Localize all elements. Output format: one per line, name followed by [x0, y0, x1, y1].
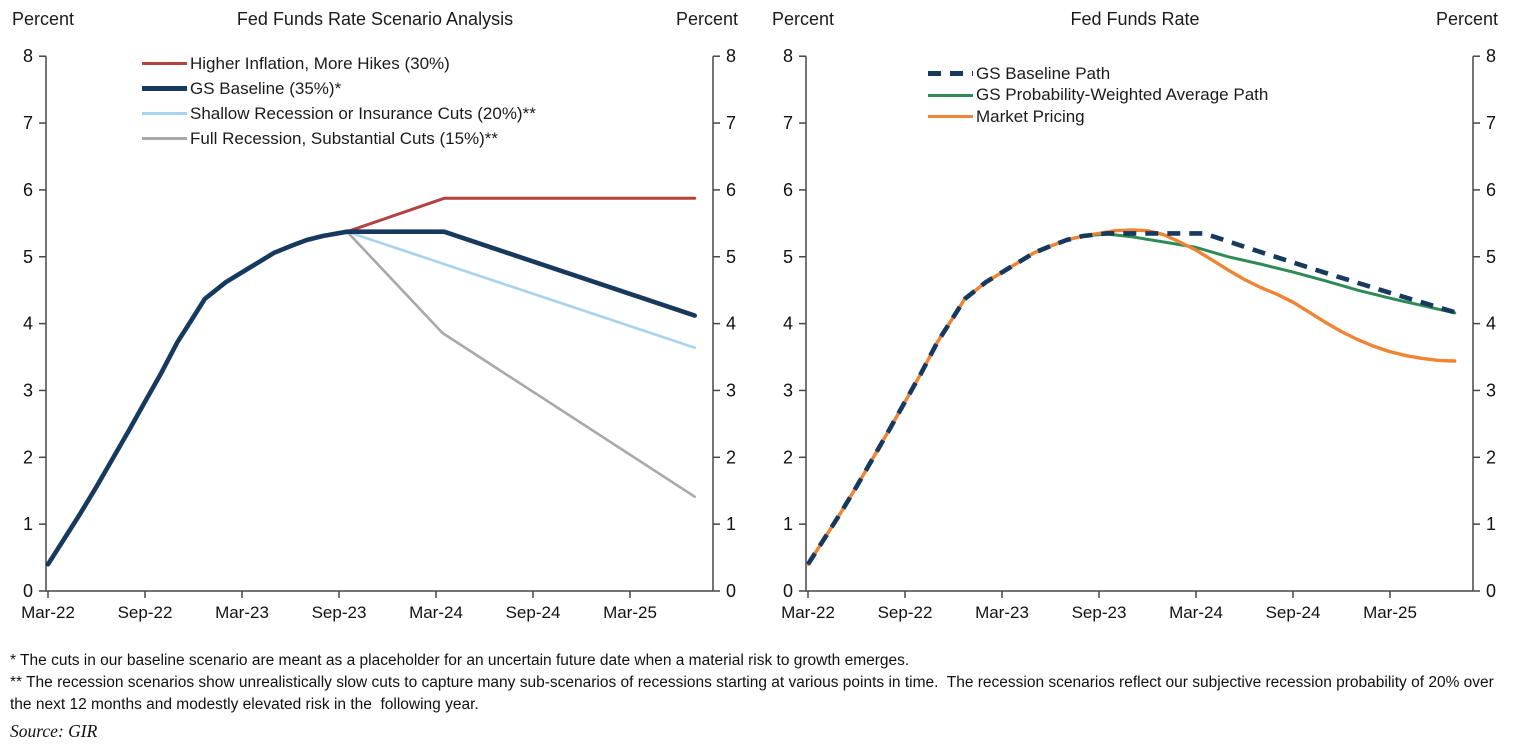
legend-item: Full Recession, Substantial Cuts (15%)**	[142, 126, 536, 151]
legend-label: Full Recession, Substantial Cuts (15%)**	[190, 128, 499, 148]
y-axis-unit-right: Percent	[675, 9, 738, 29]
y-axis-unit-right: Percent	[1435, 9, 1498, 29]
legend-label: GS Probability-Weighted Average Path	[976, 85, 1269, 105]
legend-line-swatch	[928, 115, 973, 119]
y-tick-label: 2	[783, 447, 793, 467]
x-tick-label: Mar-25	[1363, 603, 1417, 622]
y-tick-label: 2	[1486, 447, 1496, 467]
x-tick-label: Sep-23	[1072, 603, 1127, 622]
y-tick-label: 5	[23, 247, 33, 267]
legend-label: Market Pricing	[976, 106, 1085, 126]
y-tick-label: 7	[726, 113, 736, 133]
y-tick-label: 4	[726, 314, 736, 334]
legend-fed-funds-rate: GS Baseline Path GS Probability-Weighted …	[928, 63, 1268, 128]
y-tick-label: 1	[783, 514, 793, 534]
x-tick-label: Mar-22	[21, 603, 75, 622]
legend-item: Market Pricing	[928, 106, 1268, 128]
chart-title: Fed Funds Rate Scenario Analysis	[236, 9, 514, 29]
y-tick-label: 5	[726, 247, 736, 267]
footnote-baseline: * The cuts in our baseline scenario are …	[10, 652, 910, 669]
legend-label: Higher Inflation, More Hikes (30%)	[190, 53, 450, 73]
chart-title: Fed Funds Rate	[1070, 9, 1200, 29]
y-tick-label: 6	[726, 180, 736, 200]
y-tick-label: 4	[783, 314, 793, 334]
legend-line-swatch	[928, 93, 973, 97]
legend-item: GS Baseline Path	[928, 63, 1268, 85]
y-tick-label: 8	[783, 46, 793, 66]
series-line	[45, 229, 698, 567]
legend-label: Shallow Recession or Insurance Cuts (20%…	[190, 103, 536, 123]
chart-panel-scenario-analysis: Percent Fed Funds Rate Scenario Analysis…	[0, 0, 762, 645]
y-tick-label: 7	[783, 113, 793, 133]
legend-line-swatch	[142, 112, 187, 115]
chart-header: Percent Fed Funds Rate Percent	[772, 9, 1498, 30]
legend-label: GS Baseline (35%)*	[190, 78, 342, 98]
x-tick-label: Mar-23	[215, 603, 269, 622]
legend-label: GS Baseline Path	[976, 63, 1111, 83]
y-axis-unit-left: Percent	[772, 9, 835, 29]
x-tick-label: Sep-22	[118, 603, 173, 622]
y-tick-label: 7	[1486, 113, 1496, 133]
chart-header: Percent Fed Funds Rate Scenario Analysis…	[12, 9, 738, 30]
x-tick-label: Sep-22	[878, 603, 933, 622]
y-tick-label: 5	[1486, 247, 1496, 267]
footnote-recession: ** The recession scenarios show unrealis…	[10, 674, 1499, 713]
series-line	[806, 228, 1457, 566]
series-line	[345, 230, 697, 350]
legend-item: Higher Inflation, More Hikes (30%)	[142, 51, 536, 76]
legend-line-swatch	[142, 86, 187, 91]
legend-scenario-analysis: Higher Inflation, More Hikes (30%) GS Bas…	[142, 51, 536, 151]
y-tick-label: 2	[23, 447, 33, 467]
x-tick-label: Sep-24	[506, 603, 561, 622]
x-tick-label: Mar-22	[781, 603, 835, 622]
footnotes-block: * The cuts in our baseline scenario are …	[10, 650, 1514, 744]
y-tick-label: 1	[726, 514, 736, 534]
y-axis-unit-left: Percent	[12, 9, 75, 29]
series-line	[345, 196, 697, 234]
legend-line-swatch	[142, 62, 187, 65]
y-tick-label: 1	[23, 514, 33, 534]
y-tick-label: 3	[726, 380, 736, 400]
y-tick-label: 8	[23, 46, 33, 66]
x-tick-label: Sep-24	[1266, 603, 1321, 622]
y-tick-label: 1	[1486, 514, 1496, 534]
y-tick-label: 0	[783, 581, 793, 601]
y-tick-label: 7	[23, 113, 33, 133]
chart-panel-fed-funds-rate: Percent Fed Funds Rate Percent 0 0 1 1 2 2 3 3 4…	[760, 0, 1522, 645]
y-tick-label: 0	[726, 581, 736, 601]
x-tick-label: Mar-24	[1169, 603, 1223, 622]
legend-item: Shallow Recession or Insurance Cuts (20%…	[142, 101, 536, 126]
y-tick-label: 8	[1486, 46, 1496, 66]
y-tick-label: 0	[1486, 581, 1496, 601]
x-tick-label: Sep-23	[312, 603, 367, 622]
line-chart-fed-funds-rate: 0 0 1 1 2 2 3 3 4 4 5 5 6 6 7 7 8 8 Mar-22 Sep-22 Mar-23 Sep-…	[781, 46, 1496, 622]
series-line	[806, 231, 1456, 566]
line-chart-scenario-analysis: 0 0 1 1 2 2 3 3 4 4 5 5 6 6 7 7 8 8 Mar-22 Sep-22 Mar-23 Sep-…	[21, 46, 736, 622]
legend-item: GS Baseline (35%)*	[142, 76, 536, 101]
series-line	[345, 230, 697, 499]
y-tick-label: 3	[23, 380, 33, 400]
y-tick-label: 0	[23, 581, 33, 601]
y-tick-label: 6	[23, 180, 33, 200]
y-tick-label: 3	[1486, 380, 1496, 400]
source-label: Source: GIR	[10, 721, 98, 741]
y-tick-label: 2	[726, 447, 736, 467]
y-tick-label: 3	[783, 380, 793, 400]
y-tick-label: 4	[1486, 314, 1496, 334]
legend-line-swatch	[142, 137, 187, 140]
y-tick-label: 6	[1486, 180, 1496, 200]
y-tick-label: 8	[726, 46, 736, 66]
legend-item: GS Probability-Weighted Average Path	[928, 85, 1268, 107]
x-tick-label: Mar-24	[409, 603, 463, 622]
y-tick-label: 5	[783, 247, 793, 267]
x-tick-label: Mar-23	[975, 603, 1029, 622]
legend-line-swatch	[928, 71, 973, 77]
y-tick-label: 4	[23, 314, 33, 334]
x-tick-label: Mar-25	[603, 603, 657, 622]
y-tick-label: 6	[783, 180, 793, 200]
